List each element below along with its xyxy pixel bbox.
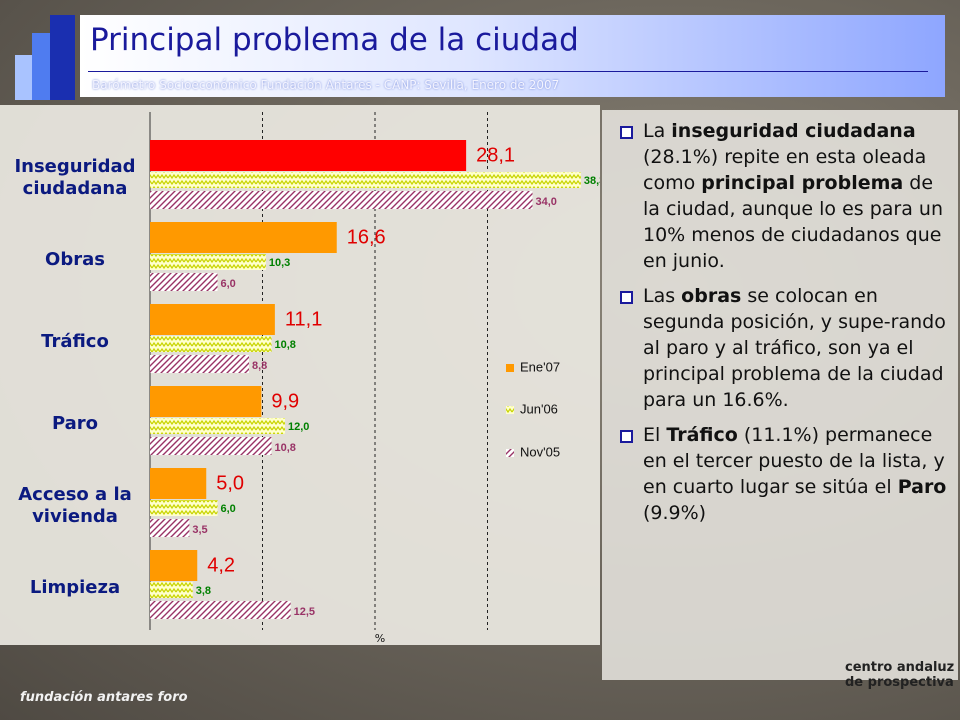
category-label: Acceso a la vivienda [18,484,132,527]
category-label: Paro [51,413,99,434]
logo-text: centro andaluz de prospectiva [845,660,955,690]
bar [150,582,193,598]
legend-swatch [506,406,514,414]
value-label: 16,6 [347,226,386,248]
value-label: 10,8 [275,339,296,351]
bar [150,386,262,417]
bullet-marker [620,126,633,139]
legend-swatch [506,364,514,372]
value-label: 5,0 [216,472,244,494]
bar [150,437,272,455]
value-label: 10,8 [275,442,296,454]
bullet-text: obras [681,285,742,307]
bullet-text: (28.1%) repite en esta oleada como [643,146,927,194]
bullet-text: La [643,120,672,142]
value-label: 38,3 [584,175,600,187]
x-axis-label: % [375,632,385,645]
bullet: La inseguridad ciudadana (28.1%) repite … [618,118,954,274]
bullet-text: El [643,424,667,446]
bullet: Las obras se colocan en segunda posición… [618,283,954,413]
bullet-text: Las [643,285,682,307]
bar [150,336,272,352]
bullet-text: (11.1%) permanece en el tercer puesto de… [643,424,945,498]
bullet: El Tráfico (11.1%) permanece en el terce… [618,422,954,526]
bar [150,601,291,619]
bar [150,519,190,537]
legend-label: Ene'07 [520,359,560,374]
legend-swatch [506,449,514,457]
bar [150,355,249,373]
value-label: 11,1 [285,308,322,330]
value-label: 28,1 [476,144,515,166]
bar [150,418,285,434]
value-label: 10,3 [269,257,290,269]
category-label: Obras [45,249,105,270]
logo-text: fundación antares foro [20,690,188,705]
category-label: Inseguridad ciudadana [14,156,136,199]
bullet-marker [620,430,633,443]
bar [150,191,533,209]
value-label: 9,9 [271,390,299,412]
bullet-text: Paro [897,476,947,498]
deco-block [50,15,75,100]
legend-label: Jun'06 [520,401,558,416]
value-label: 8,8 [252,360,267,372]
category-label: Tráfico [41,331,109,352]
bar [150,273,218,291]
value-label: 3,5 [192,524,207,536]
value-label: 3,8 [196,585,211,597]
bar [150,140,467,171]
value-label: 6,0 [221,503,236,515]
subtitle: Barómetro Socioeconómico Fundación Antar… [92,78,560,92]
bar [150,304,275,335]
bullet-text: Tráfico [666,424,738,446]
bullet-text: (9.9%) [643,502,707,524]
title: Principal problema de la ciudad [90,22,579,58]
value-label: 12,5 [294,606,315,618]
value-label: 12,0 [288,421,309,433]
bar [150,222,337,253]
bar [150,172,581,188]
value-label: 4,2 [207,554,235,576]
text-panel [602,110,958,680]
bar [150,500,218,516]
bullet-text: principal problema [701,172,904,194]
bullet-text: se colocan en segunda posición, y supe-r… [643,285,946,411]
legend-label: Nov'05 [520,444,560,459]
chart: % 28,1 16,6 11,1 9,9 5,0 4,2 38,3 10,3 10,8 12,0 6,… [149,112,600,645]
bullet-list: La inseguridad ciudadana (28.1%) repite … [618,118,954,535]
bullet-text: inseguridad ciudadana [671,120,916,142]
bar [150,550,198,581]
bullet-marker [620,291,633,304]
bullet-text: de la ciudad, aunque lo es para un 10% m… [643,172,943,272]
header-band [80,15,945,97]
value-label: 34,0 [536,196,557,208]
value-label: 6,0 [221,278,236,290]
bar [150,254,266,270]
bar [150,468,207,499]
category-label: Limpieza [29,577,121,598]
title-rule [88,71,928,72]
